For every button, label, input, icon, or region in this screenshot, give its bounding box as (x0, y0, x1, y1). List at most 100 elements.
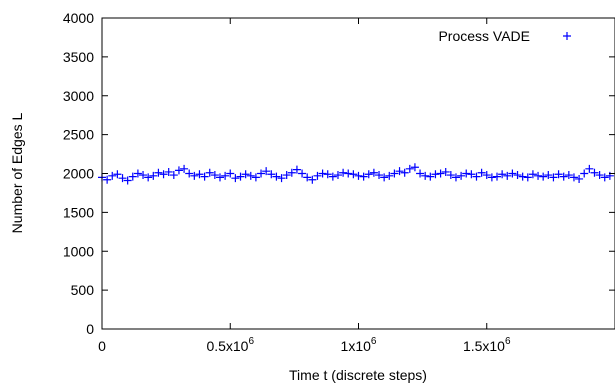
data-point (128, 172, 137, 181)
x-axis: 0 0.5x106 1x106 1.5x106 (98, 18, 511, 354)
data-point (144, 173, 153, 182)
data-point (544, 171, 553, 180)
y-axis-label: Number of Edges L (9, 112, 25, 233)
legend: Process VADE (438, 28, 571, 44)
data-point (441, 167, 450, 176)
data-point (292, 165, 301, 174)
data-point (421, 171, 430, 180)
data-point (405, 164, 414, 173)
y-tick-label: 1500 (63, 204, 94, 220)
data-point (339, 168, 348, 177)
data-point (277, 174, 286, 183)
data-point (159, 170, 168, 179)
data-point (375, 171, 384, 180)
data-point (185, 169, 194, 178)
data-point (221, 171, 230, 180)
x-tick-label-exponent: 6 (248, 336, 254, 347)
data-point (364, 170, 373, 179)
data-point (380, 173, 389, 182)
data-point (554, 170, 563, 179)
data-point (174, 166, 183, 175)
data-point (487, 173, 496, 182)
data-point (333, 171, 342, 180)
data-point (298, 169, 307, 178)
data-point (600, 173, 609, 182)
x-tick-label-base: 0 (98, 338, 106, 354)
data-point (180, 164, 189, 173)
data-point (123, 176, 132, 185)
data-point (272, 172, 281, 181)
data-point (436, 169, 445, 178)
data-point (231, 174, 240, 183)
data-point (354, 171, 363, 180)
y-tick-label: 3000 (63, 88, 94, 104)
data-point (282, 171, 291, 180)
data-point (385, 171, 394, 180)
data-point (359, 172, 368, 181)
data-point (246, 171, 255, 180)
x-axis-label: Time t (discrete steps) (289, 367, 427, 383)
data-point (200, 172, 209, 181)
y-tick-label: 1000 (63, 243, 94, 259)
legend-marker (563, 32, 571, 40)
y-tick-label: 500 (71, 282, 95, 298)
data-point (323, 170, 332, 179)
data-point (103, 175, 112, 184)
data-point (462, 169, 471, 178)
data-point (575, 174, 584, 183)
data-point (585, 164, 594, 173)
data-point (344, 169, 353, 178)
data-point (262, 167, 271, 176)
data-point (349, 170, 358, 179)
x-tick-label: 1x106 (341, 336, 377, 354)
x-tick-label: 0.5x106 (206, 336, 254, 354)
data-point (503, 171, 512, 180)
data-point (133, 169, 142, 178)
data-point (416, 169, 425, 178)
data-point (251, 173, 260, 182)
data-point (164, 167, 173, 176)
data-point (149, 171, 158, 180)
data-point (395, 167, 404, 176)
data-point (118, 174, 127, 183)
data-point (113, 170, 122, 179)
y-axis: 0 500 1000 1500 2000 2500 3000 3500 4000 (63, 10, 615, 337)
data-point (308, 175, 317, 184)
y-tick-label: 2500 (63, 127, 94, 143)
data-point (328, 172, 337, 181)
data-point (431, 170, 440, 179)
data-point (241, 170, 250, 179)
data-points (98, 163, 614, 185)
data-point (195, 170, 204, 179)
data-point (508, 169, 517, 178)
data-point (477, 168, 486, 177)
data-point (108, 171, 117, 180)
x-tick-label-base: 0.5x10 (206, 338, 248, 354)
data-point (390, 169, 399, 178)
y-tick-label: 3500 (63, 49, 94, 65)
data-point (539, 172, 548, 181)
x-tick-label-exponent: 6 (505, 336, 511, 347)
data-point (236, 172, 245, 181)
data-point (549, 173, 558, 182)
data-point (205, 168, 214, 177)
data-point (467, 170, 476, 179)
data-point (534, 171, 543, 180)
data-point (215, 173, 224, 182)
data-point (190, 171, 199, 180)
data-point (451, 173, 460, 182)
data-point (410, 163, 419, 172)
data-point (493, 172, 502, 181)
data-point (400, 168, 409, 177)
data-point (426, 172, 435, 181)
data-point (513, 171, 522, 180)
x-tick-label: 1.5x106 (463, 336, 511, 354)
data-point (446, 171, 455, 180)
data-point (523, 173, 532, 182)
data-point (569, 173, 578, 182)
data-point (257, 169, 266, 178)
legend-label: Process VADE (438, 28, 530, 44)
data-point (313, 171, 322, 180)
data-point (318, 169, 327, 178)
